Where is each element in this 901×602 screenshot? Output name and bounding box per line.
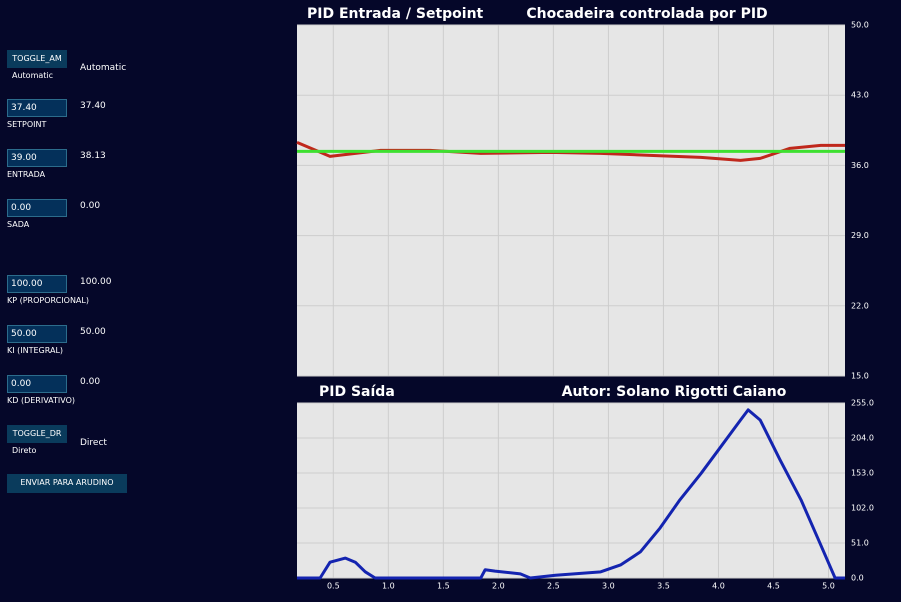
control-label: Direto xyxy=(12,446,37,455)
y-tick-label: 15.0 xyxy=(851,372,869,381)
chart-subtitle: Autor: Solano Rigotti Caiano xyxy=(562,384,787,400)
y-tick-label: 153.0 xyxy=(851,469,874,478)
text-input[interactable]: 50.00 xyxy=(7,325,67,343)
x-tick-label: 3.0 xyxy=(602,582,615,591)
text-input[interactable]: 39.00 xyxy=(7,149,67,167)
x-tick-label: 2.0 xyxy=(492,582,505,591)
control-value: Direct xyxy=(80,438,107,448)
toggle-button[interactable]: TOGGLE_AM xyxy=(7,50,67,68)
control-value: 38.13 xyxy=(80,151,106,161)
control-value: 0.00 xyxy=(80,201,101,211)
plot-area xyxy=(297,403,845,578)
control-label: KI (INTEGRAL) xyxy=(7,346,64,355)
control-value: 0.00 xyxy=(80,377,101,387)
plot-area xyxy=(297,25,845,376)
chart-title: PID Entrada / Setpoint xyxy=(307,6,484,22)
text-input[interactable]: 100.00 xyxy=(7,275,67,293)
control-label: KD (DERIVATIVO) xyxy=(7,396,76,405)
send-button[interactable]: ENVIAR PARA ARUDINO xyxy=(7,474,127,493)
x-tick-label: 1.0 xyxy=(382,582,395,591)
toggle-button[interactable]: TOGGLE_DR xyxy=(7,425,67,443)
control-value: 50.00 xyxy=(80,327,106,337)
control-value: 37.40 xyxy=(80,101,106,111)
y-tick-label: 43.0 xyxy=(851,91,869,100)
y-tick-label: 0.0 xyxy=(851,574,864,583)
control-value: 100.00 xyxy=(80,277,112,287)
data-line xyxy=(297,408,845,580)
x-tick-label: 2.5 xyxy=(547,582,560,591)
y-tick-label: 255.0 xyxy=(851,399,874,408)
x-tick-label: 4.5 xyxy=(767,582,780,591)
x-tick-label: 1.5 xyxy=(437,582,450,591)
control-label: Automatic xyxy=(12,71,54,80)
x-tick-label: 4.0 xyxy=(712,582,725,591)
y-tick-label: 51.0 xyxy=(851,539,869,548)
x-tick-label: 0.5 xyxy=(327,582,340,591)
y-tick-label: 102.0 xyxy=(851,504,874,513)
text-input[interactable]: 0.00 xyxy=(7,199,67,217)
y-tick-label: 204.0 xyxy=(851,434,874,443)
control-label: ENTRADA xyxy=(7,170,46,179)
y-tick-label: 22.0 xyxy=(851,301,869,310)
chart-title: PID Saída xyxy=(319,384,395,400)
control-label: SETPOINT xyxy=(7,120,47,129)
x-tick-label: 3.5 xyxy=(657,582,670,591)
control-value: Automatic xyxy=(80,63,127,73)
control-label: KP (PROPORCIONAL) xyxy=(7,296,89,305)
text-input[interactable]: 0.00 xyxy=(7,375,67,393)
x-tick-label: 5.0 xyxy=(822,582,835,591)
chart-subtitle: Chocadeira controlada por PID xyxy=(526,6,767,22)
control-label: SADA xyxy=(7,220,30,229)
text-input[interactable]: 37.40 xyxy=(7,99,67,117)
y-tick-label: 29.0 xyxy=(851,231,869,240)
y-tick-label: 36.0 xyxy=(851,161,869,170)
y-tick-label: 50.0 xyxy=(851,21,869,30)
